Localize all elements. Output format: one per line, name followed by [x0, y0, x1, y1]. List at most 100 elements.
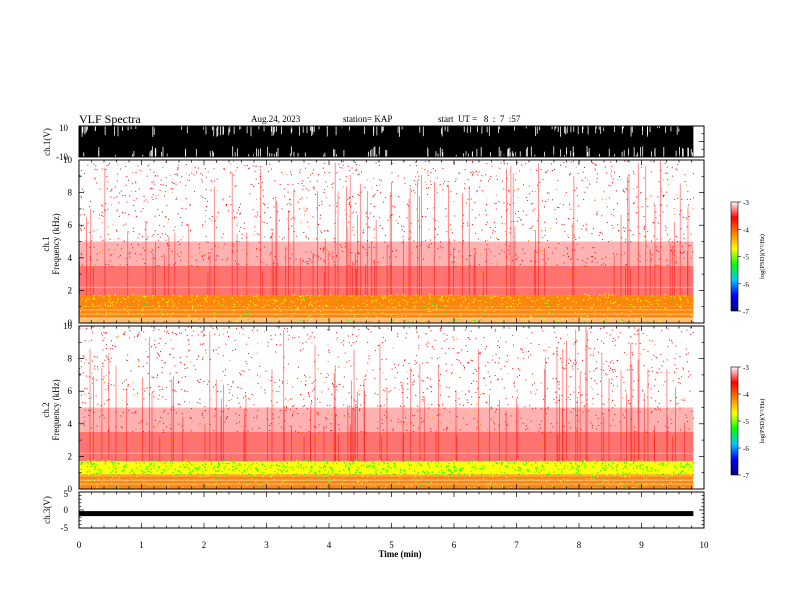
spectrogram-speckle — [632, 234, 634, 236]
spectrogram-speckle — [218, 465, 220, 467]
spectrogram-speckle — [181, 376, 183, 378]
spectrogram-speckle — [80, 228, 82, 230]
spectrogram-strong-speckle — [233, 305, 235, 308]
spectrogram-speckle — [234, 186, 236, 188]
spectrogram-speckle — [230, 318, 232, 320]
spectrogram-speckle — [110, 305, 112, 307]
colorbar-tick-label: -3 — [743, 199, 749, 207]
spectrogram-speckle — [322, 248, 324, 250]
spectrogram-speckle — [230, 172, 232, 174]
spectrogram-speckle — [574, 462, 576, 464]
spectrogram-speckle — [576, 401, 578, 403]
spectrogram-speckle — [199, 423, 201, 425]
spectrogram-speckle — [221, 266, 223, 268]
spectrogram-speckle — [692, 459, 694, 461]
spectrogram-speckle — [442, 247, 444, 249]
ch1-waveform-gap — [367, 151, 369, 157]
spectrogram-speckle — [319, 217, 321, 219]
spectrogram-speckle — [283, 237, 285, 239]
spectrogram-speckle — [686, 217, 688, 219]
spectrogram-speckle — [316, 207, 318, 209]
spectrogram-speckle — [486, 292, 488, 294]
spectrogram-speckle — [484, 240, 486, 242]
spectrogram-strong-speckle — [190, 296, 193, 298]
spectrogram-speckle — [605, 198, 607, 200]
spectrogram-speckle — [397, 195, 399, 197]
spectrogram-speckle — [335, 211, 337, 213]
spectrogram-speckle — [643, 177, 645, 179]
spectrogram-speckle — [235, 185, 237, 187]
spectrogram-speckle — [337, 481, 339, 483]
spectrogram-speckle — [323, 192, 325, 194]
spectrogram-speckle — [152, 305, 154, 307]
spectrogram-speckle — [286, 317, 288, 319]
ch1-waveform-gap — [257, 149, 259, 157]
spectrogram-speckle — [137, 295, 139, 297]
spectrogram-speckle — [516, 274, 518, 276]
spectrogram-speckle — [607, 310, 609, 312]
spectrogram-speckle — [113, 272, 115, 274]
spectrogram-speckle — [98, 470, 100, 472]
spectrogram-speckle — [235, 293, 237, 295]
spectrogram-speckle — [562, 286, 564, 288]
spectrogram-speckle — [87, 164, 89, 166]
spectrogram-speckle — [456, 416, 458, 418]
spectrogram-speckle — [104, 321, 106, 323]
spectrogram-speckle — [432, 167, 434, 169]
ch1-waveform-gap — [588, 148, 590, 157]
spectrogram-speckle — [117, 208, 119, 210]
spectrogram-speckle — [94, 178, 96, 180]
spectrogram-speckle — [163, 320, 165, 322]
spectrogram-speckle — [455, 178, 457, 180]
spectrogram-speckle — [599, 380, 601, 382]
spectrogram-speckle — [629, 476, 631, 478]
spectrogram-speckle — [223, 247, 225, 249]
spectrogram-speckle — [79, 373, 81, 375]
spectrogram-speckle — [230, 163, 232, 165]
ch1-waveform-gap — [564, 126, 565, 134]
spectrogram-speckle — [658, 258, 660, 260]
spectrogram-speckle — [102, 280, 104, 282]
spectrogram-strong-speckle — [626, 298, 629, 300]
spectrogram-speckle — [480, 274, 482, 276]
spectrogram-speckle — [281, 380, 283, 382]
spectrogram-speckle — [215, 255, 217, 257]
spectrogram-speckle — [193, 365, 195, 367]
spectrogram-speckle — [499, 167, 501, 169]
spectrogram-speckle — [186, 224, 188, 226]
spectrogram-speckle — [309, 321, 311, 323]
spectrogram-speckle — [344, 246, 346, 248]
spectrogram-speckle — [145, 199, 147, 201]
ch1-waveform-gap — [334, 149, 336, 157]
spectrogram-speckle — [404, 319, 406, 321]
spectrogram-speckle — [146, 362, 148, 364]
spectrogram-speckle — [531, 260, 533, 262]
spectrogram-band — [79, 265, 694, 296]
spectrogram-speckle — [498, 246, 500, 248]
spectrogram-speckle — [226, 204, 228, 206]
spectrogram-speckle — [225, 405, 227, 407]
spectrogram-speckle — [201, 255, 203, 257]
spectrogram-speckle — [528, 240, 530, 242]
spectrogram-speckle — [560, 337, 562, 339]
spectrogram-speckle — [276, 280, 278, 282]
spectrogram-speckle — [686, 361, 688, 363]
spectrogram-speckle — [258, 182, 260, 184]
spectrogram-speckle — [174, 278, 176, 280]
ch1-waveform-gap — [203, 126, 204, 131]
spectrogram-speckle — [248, 279, 250, 281]
spectrogram-speckle — [466, 222, 468, 224]
spectrogram-speckle — [532, 225, 534, 227]
spectrogram-speckle — [517, 316, 519, 318]
spectrogram-speckle — [192, 464, 194, 466]
spectrogram-speckle — [167, 330, 169, 332]
spectrogram-speckle — [397, 364, 399, 366]
spectrogram-speckle — [406, 283, 408, 285]
spectrogram-speckle — [521, 318, 523, 320]
spectrogram-speckle — [636, 206, 638, 208]
spectrogram-speckle — [503, 251, 505, 253]
spectrogram-speckle — [523, 315, 525, 317]
spectrogram-speckle — [372, 177, 374, 179]
spectrogram-speckle — [193, 457, 195, 459]
spectrogram-speckle — [601, 340, 603, 342]
